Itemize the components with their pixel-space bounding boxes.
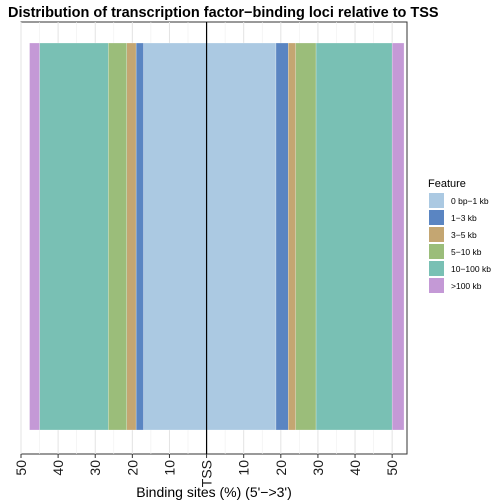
bar-segment-1-downstream [275, 42, 289, 431]
bar-segment-1-upstream [135, 42, 144, 431]
legend-swatch [429, 227, 444, 242]
legend-swatch [429, 244, 444, 259]
chart-title: Distribution of transcription factor−bin… [8, 5, 439, 21]
bar-segment-5-downstream [391, 42, 405, 431]
x-tick-label: 20 [273, 460, 289, 476]
bar-segment-4-upstream [39, 42, 109, 431]
legend-label: 10−100 kb [451, 264, 491, 274]
legend: Feature 0 bp−1 kb 1−3 kb 3−5 kb 5−10 kb 10−1… [428, 178, 491, 293]
x-tick-label: 10 [236, 460, 252, 476]
x-tick-label: 50 [13, 460, 29, 476]
bar-segment-5-upstream [29, 42, 40, 431]
bar-segment-3-downstream [295, 42, 317, 431]
legend-swatch [429, 193, 444, 208]
legend-swatch [429, 210, 444, 225]
bar-segment-2-upstream [126, 42, 137, 431]
x-axis-title: Binding sites (%) (5'−>3') [136, 484, 292, 500]
legend-swatch [429, 261, 444, 276]
bar-segment-3-upstream [108, 42, 127, 431]
stacked-bars [29, 42, 405, 431]
legend-label: 1−3 kb [451, 213, 477, 223]
x-tick-label: 40 [347, 460, 363, 476]
x-tick-label: TSS [199, 460, 215, 487]
x-tick-label: 30 [87, 460, 103, 476]
legend-label: 5−10 kb [451, 247, 482, 257]
x-tick-label: 30 [310, 460, 326, 476]
x-tick-label: 40 [50, 460, 66, 476]
x-tick-label: 20 [124, 460, 140, 476]
legend-label: 0 bp−1 kb [451, 196, 489, 206]
legend-swatch [429, 278, 444, 293]
legend-label: >100 kb [451, 281, 482, 291]
bar-segment-4-downstream [315, 42, 393, 431]
bar-segment-0-downstream [206, 42, 277, 431]
bar-segment-0-upstream [143, 42, 207, 431]
x-tick-label: 50 [384, 460, 400, 476]
legend-title: Feature [428, 178, 466, 190]
legend-label: 3−5 kb [451, 230, 477, 240]
bar-segment-2-downstream [288, 42, 296, 431]
x-tick-label: 10 [161, 460, 177, 476]
x-axis-ticks: 50 40 30 20 10 TSS 10 20 30 40 50 [13, 454, 400, 487]
